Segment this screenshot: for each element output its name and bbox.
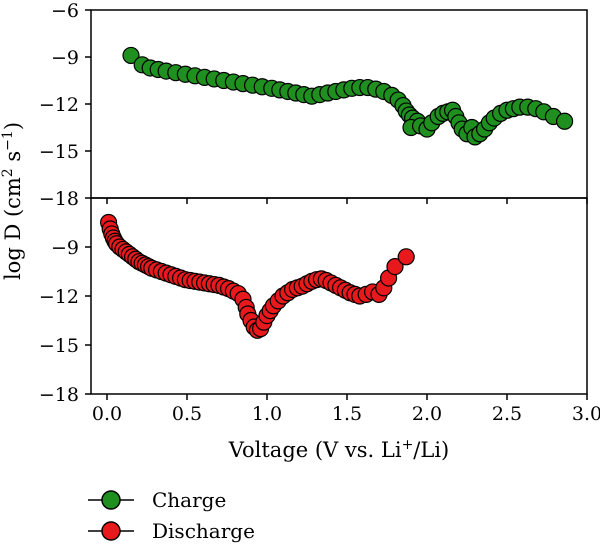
bottom-y-ticks: −9 −12 −15 −18 — [39, 237, 91, 406]
x-tick-label: 1.0 — [252, 403, 282, 425]
x-tick-label: 2.0 — [412, 403, 442, 425]
x-tick-label: 2.5 — [492, 403, 522, 425]
legend-discharge-marker — [101, 521, 121, 541]
top-y-tick-label: −9 — [51, 47, 79, 69]
discharge-series — [99, 213, 415, 339]
bottom-y-tick-label: −12 — [39, 286, 79, 308]
charge-point — [122, 46, 140, 65]
x-tick-label: 0.0 — [92, 403, 122, 425]
x-axis-label: Voltage (V vs. Li+/Li) — [228, 437, 449, 462]
discharge-point — [386, 258, 404, 276]
top-y-tick-label: −6 — [51, 0, 79, 22]
top-x-ticks — [106, 198, 588, 204]
y-axis-label: log D (cm2 s−1) — [0, 122, 25, 280]
legend-discharge-label: Discharge — [152, 519, 255, 543]
bottom-x-ticks: 0.0 0.5 1.0 1.5 2.0 2.5 3.0 — [92, 394, 600, 425]
legend-entry-charge: Charge — [88, 488, 226, 512]
legend-charge-label: Charge — [152, 488, 226, 512]
bottom-y-tick-label: −18 — [39, 384, 79, 406]
top-y-tick-label: −18 — [39, 188, 79, 210]
x-tick-label: 1.5 — [332, 403, 362, 425]
x-tick-label: 3.0 — [572, 403, 600, 425]
legend-entry-discharge: Discharge — [88, 519, 255, 543]
discharge-point — [397, 248, 415, 266]
top-y-tick-label: −12 — [39, 94, 79, 116]
top-panel: −6 −9 −12 −15 −18 — [39, 0, 588, 210]
bottom-y-tick-label: −15 — [39, 335, 79, 357]
legend-charge-marker — [101, 490, 121, 510]
top-y-tick-label: −15 — [39, 141, 79, 163]
charge-point — [555, 112, 574, 130]
charge-series — [122, 46, 574, 146]
bottom-panel: −9 −12 −15 −18 0.0 0.5 1.0 1.5 2.0 2.5 3.0 — [39, 197, 600, 425]
legend: Charge Discharge — [88, 488, 255, 543]
top-y-ticks: −6 −9 −12 −15 −18 — [39, 0, 91, 210]
x-tick-label: 0.5 — [172, 403, 202, 425]
bottom-y-tick-label: −9 — [51, 237, 79, 259]
